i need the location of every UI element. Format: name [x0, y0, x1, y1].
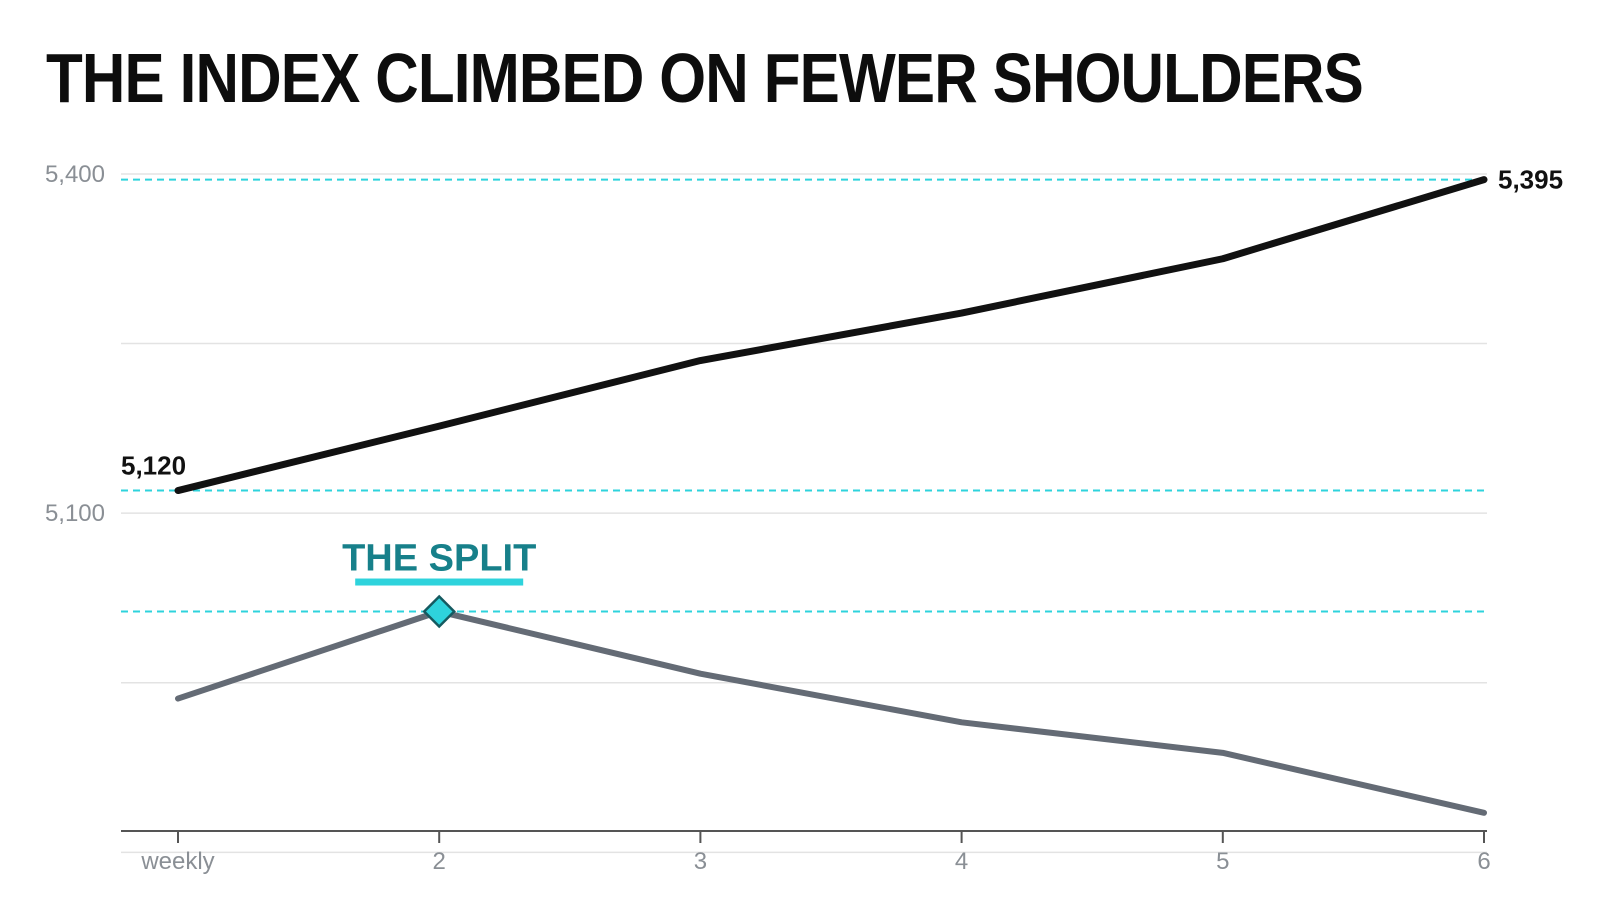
series-line-1 [174, 176, 1488, 495]
y-tick-label: 5,400 [45, 161, 105, 188]
split-point-marker [422, 594, 456, 629]
x-tick-label: weekly [140, 848, 214, 875]
split-annotation-label: THE SPLIT [342, 538, 536, 580]
start-value-label: 5,120 [121, 451, 186, 481]
x-tick-label: 6 [1477, 848, 1490, 875]
x-tick-label: 3 [694, 848, 707, 875]
gridlines: 5,400 5,100 [45, 161, 1487, 854]
x-tick-label: 2 [433, 848, 446, 875]
split-annotation-underline [355, 578, 524, 586]
y-tick-label: 5,100 [45, 500, 105, 527]
x-tick-label: 5 [1216, 848, 1229, 875]
series-line-2 [175, 608, 1487, 816]
series-lines [174, 176, 1488, 816]
labels: 5,120 5,395 THE SPLIT [121, 165, 1563, 629]
x-axis: weekly 2 3 4 5 6 [121, 830, 1491, 875]
end-value-label: 5,395 [1498, 165, 1563, 195]
chart-title: THE INDEX CLIMBED ON FEWER SHOULDERS [46, 39, 1364, 117]
x-tick-label: 4 [955, 848, 968, 875]
